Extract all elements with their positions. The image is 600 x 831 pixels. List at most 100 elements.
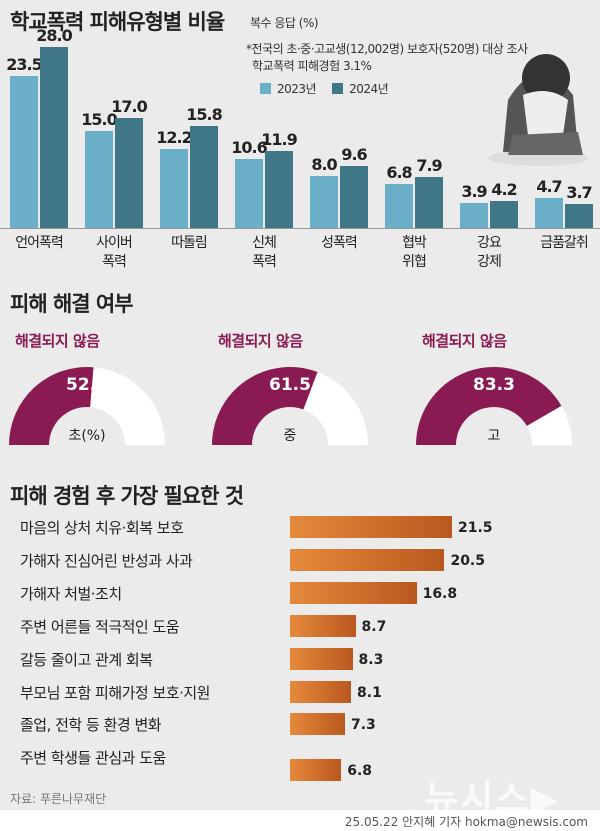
bar-value: 7.9 — [416, 155, 442, 175]
category-label: 따돌림 — [171, 235, 208, 251]
source: 자료: 푸른나무재단 — [10, 792, 107, 806]
bar-2023년 — [535, 197, 563, 228]
legend-2024: 2024년 — [332, 80, 389, 97]
bar-2023년 — [160, 149, 188, 228]
legend-swatch — [260, 83, 271, 94]
chart1-title: 학교폭력 피해유형별 비율 — [10, 10, 225, 34]
need-bar — [290, 759, 342, 781]
category-label: 강제 — [477, 254, 502, 270]
bar-2024년 — [265, 151, 293, 228]
bar-2024년 — [40, 47, 68, 228]
need-bar — [290, 549, 445, 571]
gauge-title: 해결되지 않음 — [218, 332, 303, 350]
need-bar — [290, 582, 417, 604]
need-bar — [290, 615, 356, 637]
legend-2023: 2023년 — [260, 80, 317, 97]
bar-value: 12.2 — [156, 128, 192, 148]
footer: 25.05.22 안지혜 기자 hokma@newsis.com — [0, 810, 600, 831]
need-bar — [290, 648, 353, 670]
bar-2023년 — [10, 76, 38, 228]
legend: 2023년 2024년 — [260, 80, 389, 97]
row-label: 부모님 포함 피해가정 보호·지원 — [20, 684, 210, 702]
gauge-value: 61.5 — [269, 375, 311, 395]
gauge — [416, 366, 572, 445]
need-bar — [290, 516, 452, 538]
baseline — [0, 228, 600, 229]
bar-value: 8.1 — [357, 685, 382, 701]
bar-value: 15.0 — [81, 110, 117, 130]
category-label: 협박 — [402, 235, 427, 251]
bar-value: 20.5 — [450, 553, 485, 569]
gauge-label: 중 — [283, 428, 297, 444]
row-label: 주변 학생들 관심과 도움 — [20, 749, 166, 767]
gauge-fill — [212, 367, 318, 445]
row-label: 가해자 처벌·조치 — [20, 585, 122, 603]
bar-value: 6.8 — [386, 163, 412, 183]
gauge-label: 초(%) — [68, 428, 106, 444]
category-label: 사이버 — [96, 235, 133, 251]
bar-value: 11.9 — [261, 130, 297, 150]
need-bar — [290, 681, 352, 703]
gauge-fill — [9, 367, 94, 445]
bar-value: 9.6 — [341, 144, 367, 164]
bar-value: 23.5 — [6, 55, 42, 75]
gauge-label: 고 — [487, 428, 501, 444]
bar-2024년 — [415, 176, 443, 228]
row-label: 가해자 진심어린 반성과 사과 — [20, 552, 193, 570]
chart2-title: 피해 해결 여부 — [10, 292, 134, 316]
bar-value: 8.3 — [358, 652, 384, 668]
bar-value: 16.8 — [422, 586, 458, 602]
row-label: 졸업, 전학 등 환경 변화 — [20, 716, 162, 734]
bar-value: 10.6 — [231, 138, 267, 158]
legend-swatch — [332, 83, 344, 94]
need-bar — [290, 713, 345, 735]
category-label: 폭력 — [102, 254, 127, 270]
row-label: 마음의 상처 치유·회복 보호 — [20, 519, 184, 537]
category-label: 금품갈취 — [540, 235, 589, 251]
gauge-value: 52.7 — [66, 375, 108, 395]
bar-2024년 — [190, 125, 218, 228]
crying-girl-illustration — [488, 54, 588, 166]
gauge-remainder — [90, 367, 165, 445]
category-label: 폭력 — [252, 254, 277, 270]
bar-value: 8.0 — [311, 155, 337, 175]
bar-2023년 — [85, 131, 113, 228]
chart3-title: 피해 경험 후 가장 필요한 것 — [10, 484, 244, 508]
bar-value: 3.7 — [566, 183, 592, 203]
bar-2024년 — [490, 200, 518, 228]
bar-value: 8.7 — [361, 619, 387, 635]
chart1-note-1: *전국의 초·중·고교생(12,002명) 보호자(520명) 대상 조사 — [246, 42, 528, 56]
gauge-remainder — [303, 372, 368, 445]
bar-2024년 — [340, 165, 368, 228]
legend-label: 2023년 — [277, 82, 317, 96]
bar-value: 4.2 — [491, 179, 517, 199]
bar-value: 17.0 — [111, 97, 147, 117]
gauge-title: 해결되지 않음 — [422, 332, 507, 350]
chart1-subtitle: 복수 응답 (%) — [250, 16, 319, 30]
gauge — [212, 367, 368, 445]
row-label: 주변 어른들 적극적인 도움 — [20, 618, 180, 636]
gauge-remainder — [526, 405, 572, 445]
bar-2023년 — [385, 184, 413, 228]
bar-2023년 — [460, 202, 488, 228]
bar-value: 6.8 — [347, 763, 373, 779]
gauge-value: 83.3 — [473, 375, 515, 395]
row-label: 갈등 줄이고 관계 회복 — [20, 651, 153, 669]
gauge — [9, 367, 165, 445]
bar-value: 21.5 — [458, 520, 493, 536]
category-label: 강요 — [477, 235, 502, 251]
chart1-note-2: 학교폭력 피해경험 3.1% — [252, 59, 372, 73]
bar-2023년 — [310, 176, 338, 228]
gauge-title: 해결되지 않음 — [15, 332, 100, 350]
bar-value: 28.0 — [36, 26, 72, 45]
bar-2024년 — [115, 118, 143, 228]
category-label: 언어폭력 — [15, 235, 64, 251]
bar-value: 4.7 — [536, 176, 562, 196]
bar-value: 7.3 — [351, 717, 376, 733]
category-label: 신체 — [252, 235, 277, 251]
category-label: 위협 — [402, 254, 427, 270]
legend-label: 2024년 — [349, 82, 389, 96]
bar-value: 3.9 — [461, 181, 487, 201]
bar-value: 15.8 — [186, 104, 222, 124]
bar-2023년 — [235, 159, 263, 228]
